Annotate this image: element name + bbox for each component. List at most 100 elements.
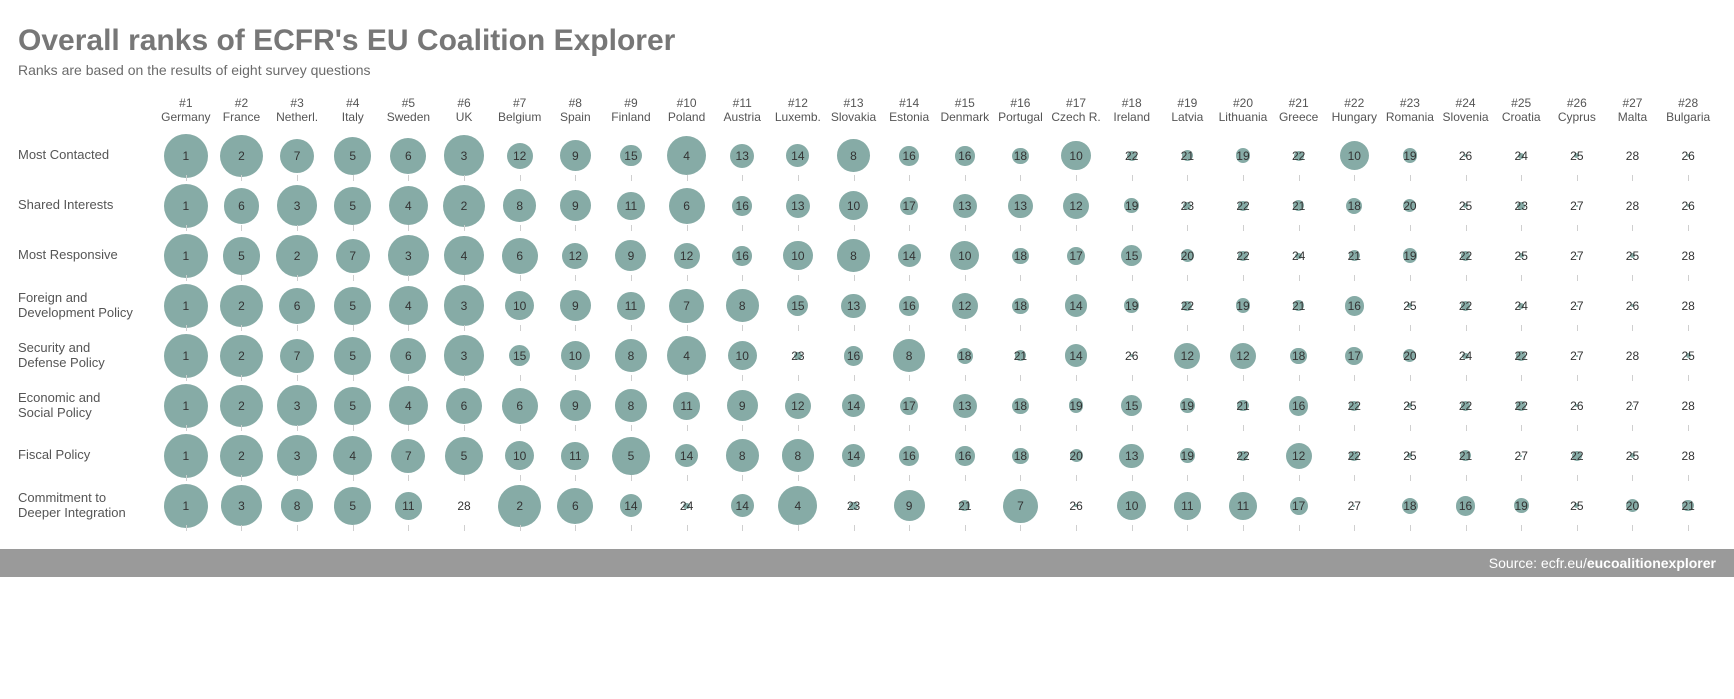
column-header: #18Ireland xyxy=(1104,96,1160,131)
rank-cell: 16 xyxy=(937,431,993,481)
rank-bubble: 22 xyxy=(1516,401,1526,411)
rank-bubble: 21 xyxy=(1293,200,1304,211)
column-country: Croatia xyxy=(1493,110,1549,124)
footer-prefix: Source: ecfr.eu/ xyxy=(1489,555,1587,571)
rank-cell: 22 xyxy=(1215,181,1271,231)
rank-bubble: 10 xyxy=(839,191,868,220)
rank-bubble: 9 xyxy=(615,240,646,271)
rank-bubble: 19 xyxy=(1180,398,1195,413)
rank-cell: 8 xyxy=(826,131,882,181)
rank-cell: 3 xyxy=(269,381,325,431)
rank-cell: 13 xyxy=(937,181,993,231)
rank-cell: 22 xyxy=(1438,281,1494,331)
rank-bubble: 14 xyxy=(675,444,698,467)
rank-cell: 8 xyxy=(492,181,548,231)
rank-cell: 8 xyxy=(770,431,826,481)
rank-bubble: 12 xyxy=(507,143,533,169)
rank-cell: 1 xyxy=(158,331,214,381)
rank-bubble: 12 xyxy=(674,243,700,269)
rank-bubble: 5 xyxy=(334,487,371,524)
rank-bubble: 8 xyxy=(837,239,870,272)
rank-bubble: 27 xyxy=(1576,205,1578,207)
rank-cell: 19 xyxy=(1215,281,1271,331)
rank-cell: 26 xyxy=(1605,281,1661,331)
rank-bubble: 19 xyxy=(1124,298,1139,313)
rank-bubble: 5 xyxy=(334,387,371,424)
rank-bubble: 20 xyxy=(1626,499,1639,512)
rank-cell: 6 xyxy=(214,181,270,231)
rank-bubble: 13 xyxy=(953,394,977,418)
rank-bubble: 8 xyxy=(281,489,314,522)
rank-bubble: 23 xyxy=(794,352,802,360)
rank-cell: 1 xyxy=(158,281,214,331)
rank-cell: 4 xyxy=(381,381,437,431)
rank-bubble: 14 xyxy=(731,494,754,517)
rank-cell: 10 xyxy=(547,331,603,381)
rank-cell: 7 xyxy=(993,481,1049,531)
rank-cell: 10 xyxy=(826,181,882,231)
column-rank: #20 xyxy=(1215,96,1271,110)
rank-bubble: 7 xyxy=(1003,489,1037,523)
rank-bubble: 17 xyxy=(900,397,918,415)
rank-bubble: 19 xyxy=(1403,148,1418,163)
rank-cell: 4 xyxy=(381,281,437,331)
rank-bubble: 5 xyxy=(612,437,649,474)
rank-bubble: 14 xyxy=(842,394,865,417)
rank-bubble: 15 xyxy=(620,145,641,166)
column-header: #21Greece xyxy=(1271,96,1327,131)
rank-bubble: 5 xyxy=(445,437,482,474)
rank-bubble: 8 xyxy=(893,339,926,372)
column-country: Romania xyxy=(1382,110,1438,124)
rank-cell: 22 xyxy=(1215,431,1271,481)
rank-bubble: 12 xyxy=(1286,443,1312,469)
chart-title: Overall ranks of ECFR's EU Coalition Exp… xyxy=(18,24,1716,58)
rank-bubble: 11 xyxy=(1229,492,1257,520)
rank-cell: 24 xyxy=(1493,281,1549,331)
rank-bubble: 25 xyxy=(1630,253,1635,258)
rank-bubble: 6 xyxy=(446,388,482,424)
rank-cell: 3 xyxy=(436,331,492,381)
rank-cell: 28 xyxy=(1660,281,1716,331)
rank-bubble: 13 xyxy=(841,294,865,318)
rank-bubble: 26 xyxy=(1130,354,1133,357)
rank-bubble: 22 xyxy=(1238,201,1248,211)
column-header: #24Slovenia xyxy=(1438,96,1494,131)
rank-bubble: 27 xyxy=(1520,455,1522,457)
rank-cell: 19 xyxy=(1493,481,1549,531)
rank-cell: 7 xyxy=(269,131,325,181)
column-header: #11Austria xyxy=(714,96,770,131)
rank-bubble: 22 xyxy=(1127,151,1137,161)
rank-cell: 16 xyxy=(881,131,937,181)
rank-bubble: 2 xyxy=(498,485,540,527)
column-country: Germany xyxy=(158,110,214,124)
column-rank: #9 xyxy=(603,96,659,110)
rank-bubble: 4 xyxy=(667,336,706,375)
rank-bubble: 2 xyxy=(220,435,262,477)
rank-cell: 25 xyxy=(1605,431,1661,481)
column-header: #19Latvia xyxy=(1160,96,1216,131)
rank-cell: 16 xyxy=(714,181,770,231)
rank-bubble: 19 xyxy=(1403,248,1418,263)
column-country: Luxemb. xyxy=(770,110,826,124)
rank-bubble: 2 xyxy=(276,235,318,277)
rank-bubble: 7 xyxy=(669,289,703,323)
rank-cell: 10 xyxy=(1104,481,1160,531)
rank-cell: 18 xyxy=(1271,331,1327,381)
rank-cell: 16 xyxy=(826,331,882,381)
column-header: #16Portugal xyxy=(993,96,1049,131)
rank-cell: 11 xyxy=(1160,481,1216,531)
rank-cell: 9 xyxy=(547,381,603,431)
rank-cell: 15 xyxy=(603,131,659,181)
column-rank: #10 xyxy=(659,96,715,110)
rank-bubble: 26 xyxy=(1687,204,1690,207)
column-country: Sweden xyxy=(381,110,437,124)
row-label: Foreign andDevelopment Policy xyxy=(18,281,158,331)
rank-bubble: 17 xyxy=(1345,347,1363,365)
rank-cell: 11 xyxy=(603,281,659,331)
rank-cell: 5 xyxy=(325,181,381,231)
column-country: Portugal xyxy=(993,110,1049,124)
rank-bubble: 13 xyxy=(953,194,977,218)
rank-bubble: 18 xyxy=(957,348,973,364)
rank-cell: 26 xyxy=(1438,131,1494,181)
rank-cell: 27 xyxy=(1549,281,1605,331)
